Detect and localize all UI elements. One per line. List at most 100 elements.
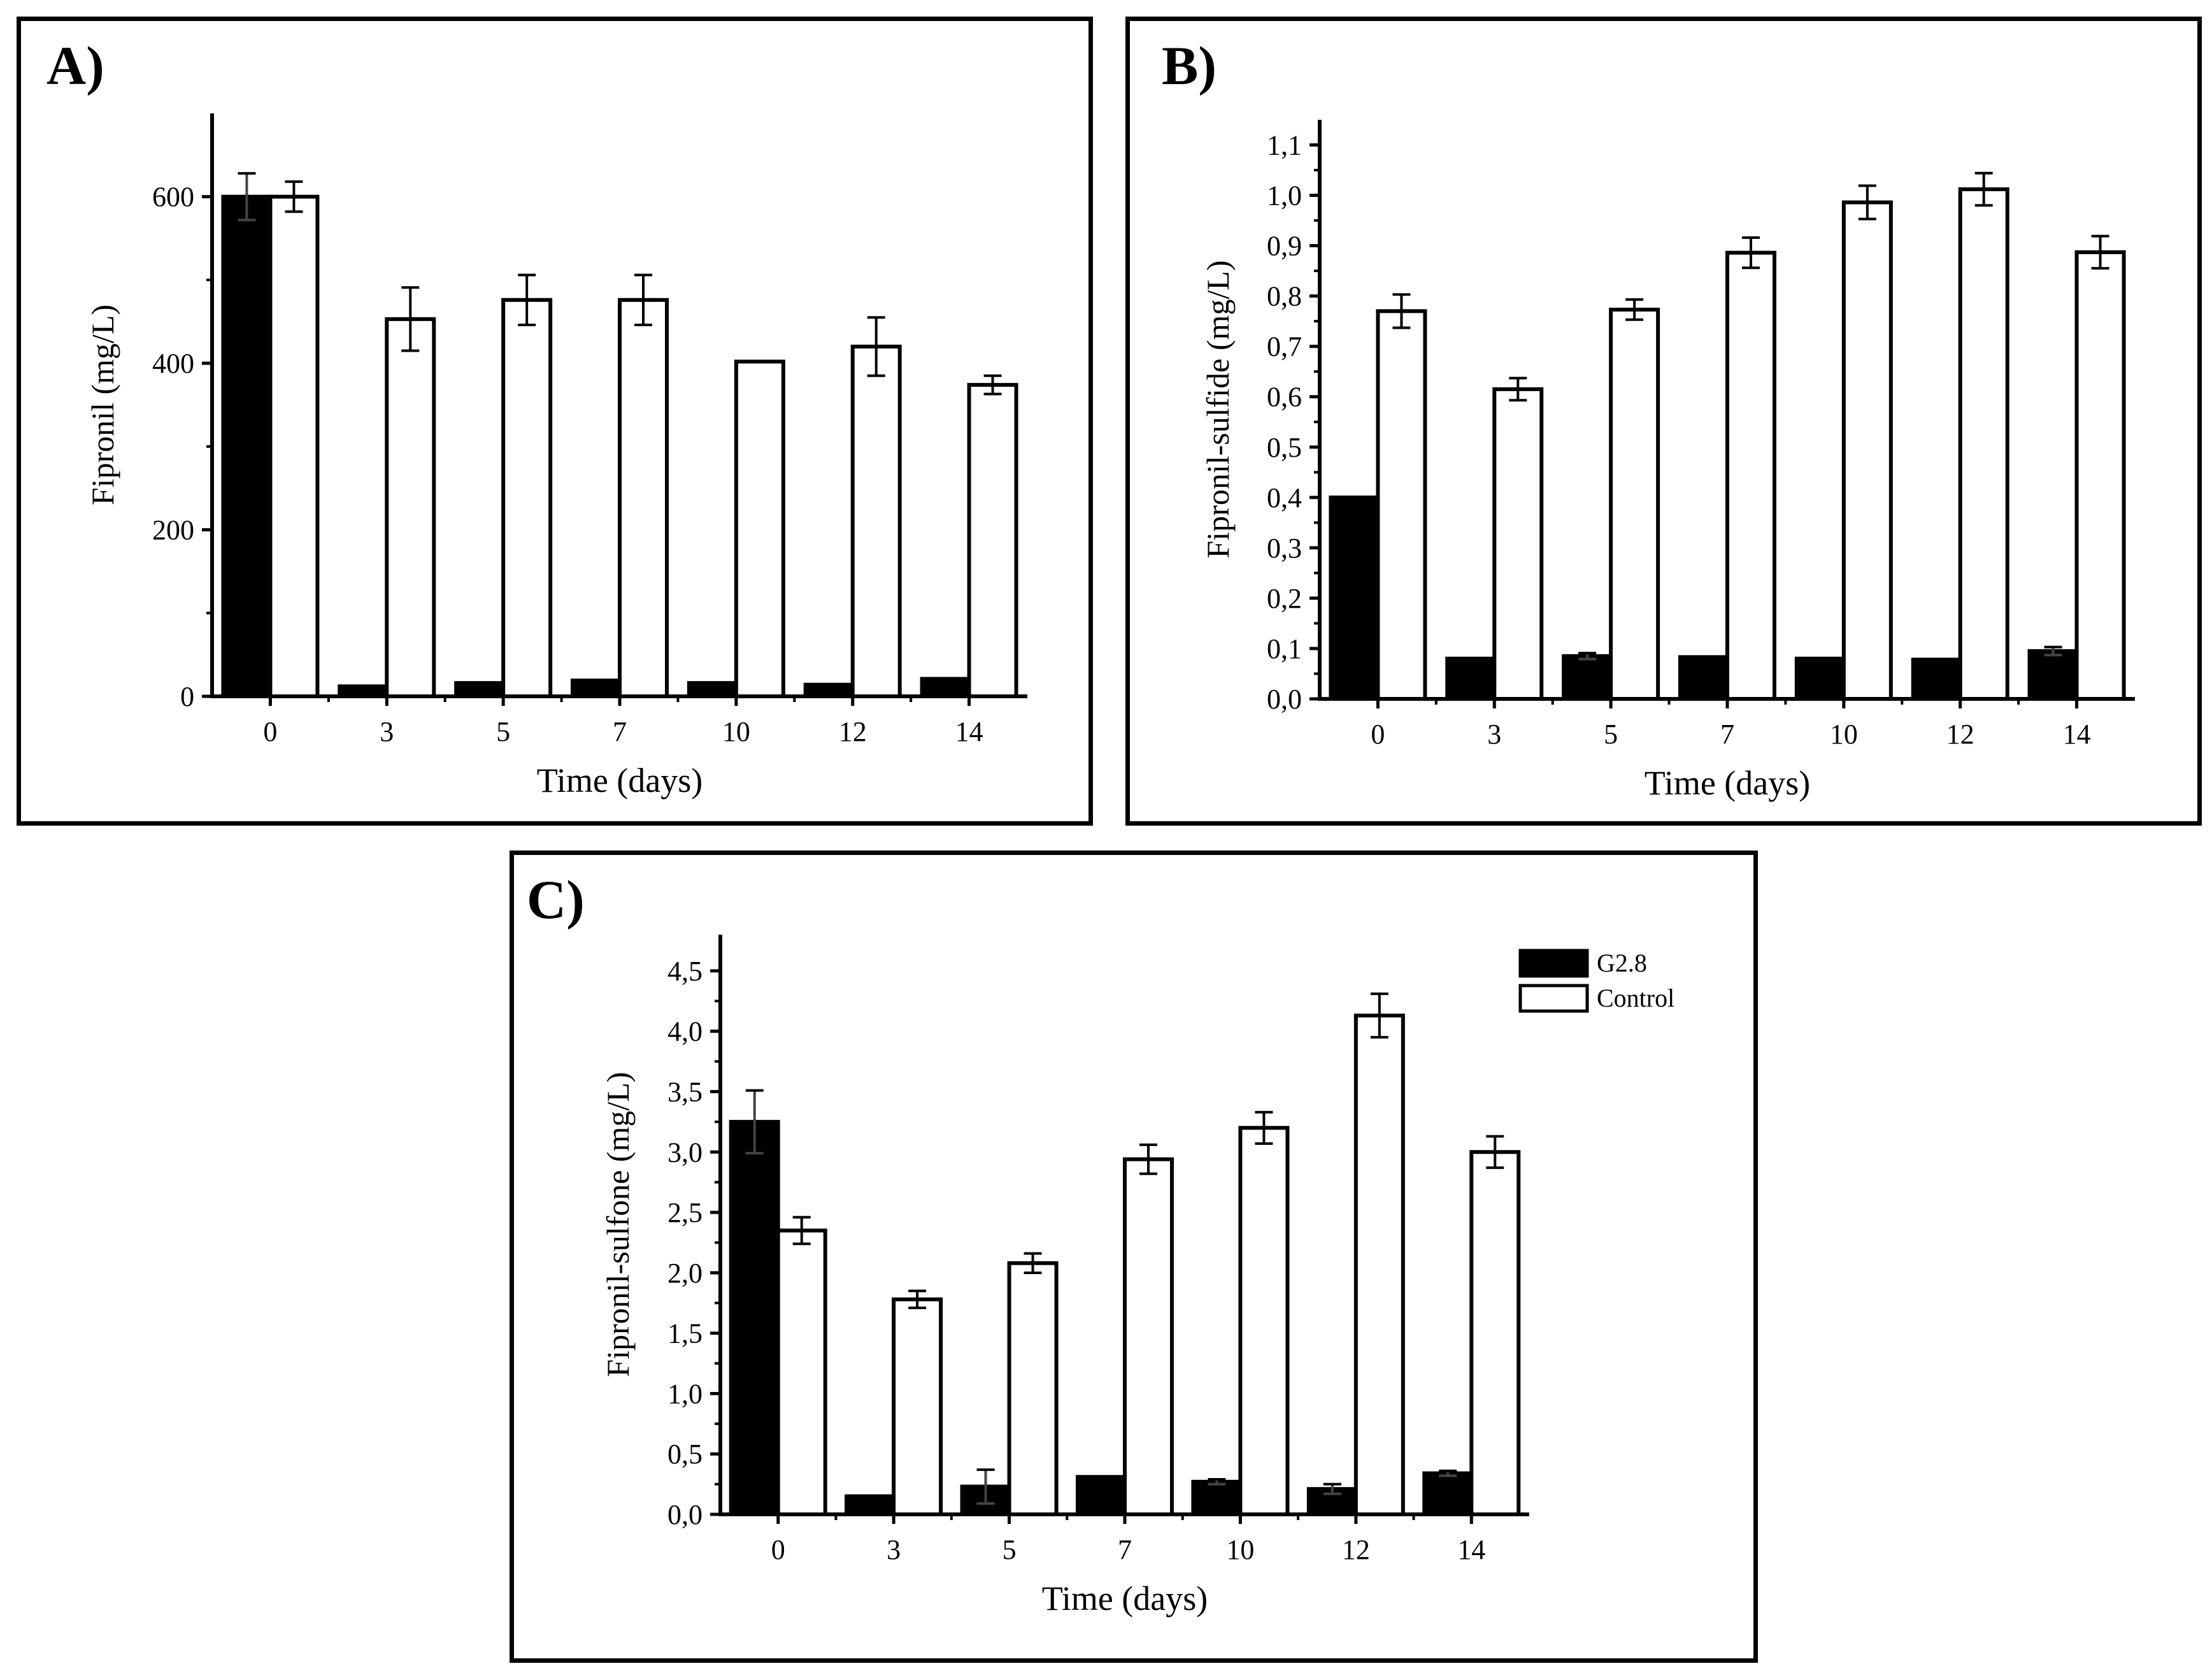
bar-g28: [1911, 657, 1962, 701]
bar-g28: [1562, 654, 1613, 701]
bar-control: [1725, 250, 1776, 701]
panel-c: C) 0,0 0,5 1,0 1,5 2,0 2,5 3,0 3,5 4,0 4,5 0 3 5 7 10 1…: [510, 851, 1758, 1663]
bar-g28: [1076, 1475, 1127, 1517]
chart-b: 0,0 0,1 0,2 0,3 0,4 0,5 0,6 0,7 0,8 0,9 1,0 1,1 0 3 5 7…: [1200, 120, 2135, 802]
bar-control: [734, 359, 785, 698]
y-tick-label: 0,6: [1267, 382, 1302, 413]
y-tick-label: 1,1: [1267, 130, 1302, 161]
x-axis-label: Time (days): [1042, 1579, 1208, 1618]
y-tick-label: 0,1: [1267, 633, 1302, 664]
chart-c: 0,0 0,5 1,0 1,5 2,0 2,5 3,0 3,5 4,0 4,5 0 3 5 7 10 12 14…: [600, 935, 1674, 1618]
x-tick-label: 12: [1946, 719, 1974, 750]
panel-a: A) 0 200 400 600 0 3 5 7 10 12 14 Time (days) Fipron…: [17, 17, 1093, 826]
x-tick-label: 7: [613, 716, 627, 747]
y-tick-label: 0,9: [1267, 231, 1302, 262]
y-tick-label: 1,5: [667, 1318, 703, 1349]
y-tick-label: 400: [152, 348, 194, 379]
bar-g28: [1306, 1487, 1358, 1516]
bar-g28: [571, 678, 622, 699]
bar-control: [1469, 1150, 1521, 1516]
bar-g28: [920, 677, 971, 699]
bar-g28: [1678, 655, 1729, 701]
bar-control: [1353, 1014, 1405, 1517]
chart-a: 0 200 400 600 0 3 5 7 10 12 14 Time (days) Fipronil …: [85, 113, 1027, 800]
y-axis-label: Fipronil (mg/L): [85, 305, 120, 505]
x-tick-label: 14: [2063, 719, 2091, 750]
bar-g28: [845, 1494, 896, 1516]
bar-control: [776, 1228, 827, 1517]
panel-label: C): [527, 869, 585, 930]
panel-label: A): [46, 35, 104, 96]
y-tick-label: 0,8: [1267, 281, 1302, 312]
bar-control: [850, 345, 902, 698]
x-axis-label: Time (days): [537, 761, 703, 800]
y-tick-label: 0,2: [1267, 583, 1302, 614]
bar-g28: [803, 682, 855, 698]
bar-control: [1123, 1157, 1174, 1516]
legend-swatch-g28: [1518, 949, 1589, 978]
y-tick-label: 0,3: [1267, 533, 1302, 564]
bar-control: [1609, 307, 1660, 701]
bar-g28: [1329, 495, 1380, 701]
bar-g28: [2027, 649, 2079, 701]
bar-control: [1007, 1261, 1059, 1517]
bar-g28: [1422, 1471, 1474, 1517]
y-tick-label: 600: [152, 182, 194, 213]
x-tick-label: 10: [1830, 719, 1858, 750]
bar-g28: [1445, 656, 1497, 701]
legend-label-control: Control: [1597, 984, 1674, 1012]
y-tick-label: 2,5: [667, 1197, 703, 1228]
bar-control: [1238, 1126, 1290, 1517]
x-tick-label: 0: [771, 1534, 785, 1565]
bar-control: [1958, 187, 2009, 701]
bar-control: [385, 317, 436, 699]
y-axis-label: Fipronil-sulfide (mg/L): [1200, 261, 1236, 559]
x-tick-label: 7: [1720, 719, 1734, 750]
bar-g28: [687, 681, 738, 698]
y-tick-label: 200: [152, 515, 194, 546]
x-axis-label: Time (days): [1645, 764, 1811, 802]
x-tick-label: 10: [1226, 1534, 1254, 1565]
y-tick-label: 0,0: [667, 1499, 703, 1530]
bar-control: [268, 194, 320, 698]
y-tick-label: 0,4: [1267, 482, 1302, 513]
bar-control: [892, 1297, 943, 1517]
bar-control: [618, 298, 669, 698]
bar-control: [1376, 309, 1427, 701]
x-tick-label: 12: [1342, 1534, 1370, 1565]
y-tick-label: 0,7: [1267, 331, 1302, 363]
x-tick-label: 5: [1604, 719, 1618, 750]
x-tick-label: 7: [1118, 1534, 1132, 1565]
bar-g28: [338, 684, 389, 699]
bar-g28: [221, 194, 273, 698]
y-tick-label: 0,0: [1267, 684, 1302, 715]
x-tick-label: 3: [1487, 719, 1501, 750]
y-tick-label: 1,0: [1267, 180, 1302, 212]
y-tick-label: 0,5: [1267, 432, 1302, 463]
x-tick-label: 5: [496, 716, 510, 747]
bar-control: [1492, 387, 1544, 701]
y-tick-label: 0: [180, 681, 194, 712]
x-tick-label: 14: [1457, 1534, 1485, 1565]
bar-g28: [1191, 1479, 1243, 1516]
bar-control: [1841, 200, 1893, 701]
x-tick-label: 0: [263, 716, 277, 747]
y-axis-label: Fipronil-sulfone (mg/L): [600, 1072, 636, 1377]
y-tick-label: 3,5: [667, 1076, 703, 1107]
x-tick-label: 0: [1371, 719, 1385, 750]
bar-g28: [454, 681, 506, 698]
x-tick-label: 12: [839, 716, 867, 747]
panel-label: B): [1162, 35, 1217, 96]
x-tick-label: 5: [1003, 1534, 1017, 1565]
y-tick-label: 0,5: [667, 1439, 703, 1470]
x-tick-label: 14: [955, 716, 983, 747]
x-tick-label: 3: [887, 1534, 901, 1565]
y-tick-label: 3,0: [667, 1137, 703, 1168]
x-tick-label: 3: [380, 716, 394, 747]
x-tick-label: 10: [722, 716, 750, 747]
bar-g28: [729, 1119, 780, 1516]
bar-control: [501, 298, 553, 698]
panel-b: B) 0,0 0,1 0,2 0,3 0,4 0,5 0,6 0,7 0,8 0,9 1,0 1,1 0…: [1125, 17, 2202, 826]
y-tick-label: 1,0: [667, 1378, 703, 1409]
y-tick-label: 4,0: [667, 1016, 703, 1047]
